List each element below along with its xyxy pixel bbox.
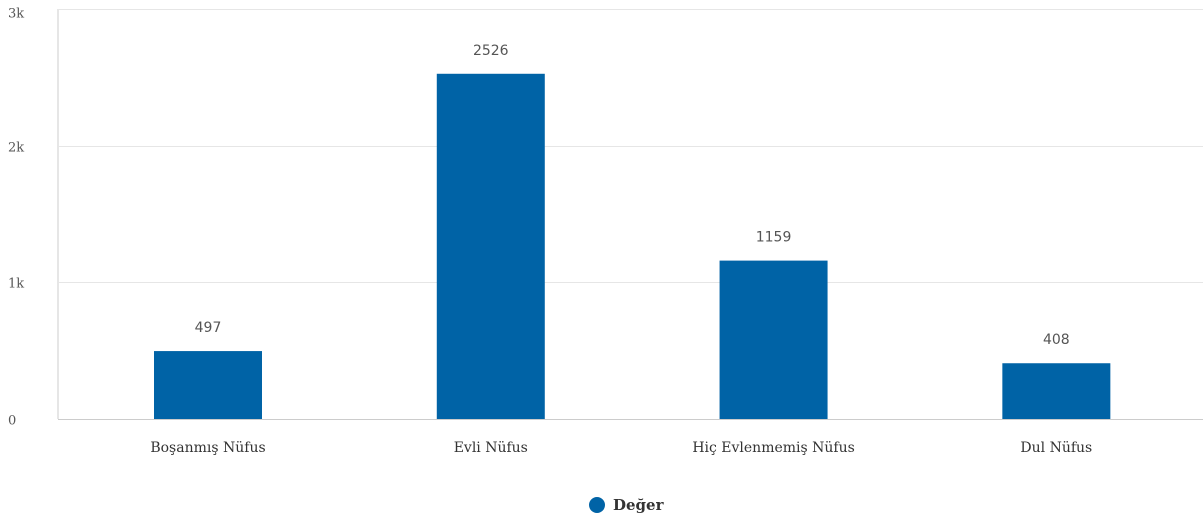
legend[interactable]: Değer: [589, 496, 665, 514]
data-label: 1159: [756, 230, 792, 246]
bar: [154, 351, 262, 419]
legend-marker-icon: [589, 497, 605, 513]
y-tick-label: 0: [8, 414, 16, 429]
bars: [154, 73, 1111, 419]
x-tick-label: Dul Nüfus: [1020, 440, 1092, 456]
y-tick-label: 3k: [8, 7, 24, 22]
x-tick-label: Boşanmış Nüfus: [150, 440, 265, 456]
y-tick-label: 1k: [8, 277, 24, 292]
data-label: 497: [195, 320, 222, 336]
bar: [436, 73, 545, 419]
legend-label: Değer: [613, 496, 665, 514]
x-tick-label: Hiç Evlenmemiş Nüfus: [692, 440, 854, 456]
data-labels: 497 2526 1159 408: [195, 43, 1070, 348]
y-axis-ticks: 0 1k 2k 3k: [8, 7, 24, 429]
bar: [1002, 363, 1111, 419]
data-label: 2526: [473, 43, 509, 59]
grid-lines: [57, 9, 1203, 420]
data-label: 408: [1043, 332, 1070, 348]
y-tick-label: 2k: [8, 141, 24, 156]
bar: [719, 260, 828, 419]
x-axis-ticks: Boşanmış Nüfus Evli Nüfus Hiç Evlenmemiş N…: [150, 440, 1092, 456]
x-tick-label: Evli Nüfus: [454, 440, 528, 456]
